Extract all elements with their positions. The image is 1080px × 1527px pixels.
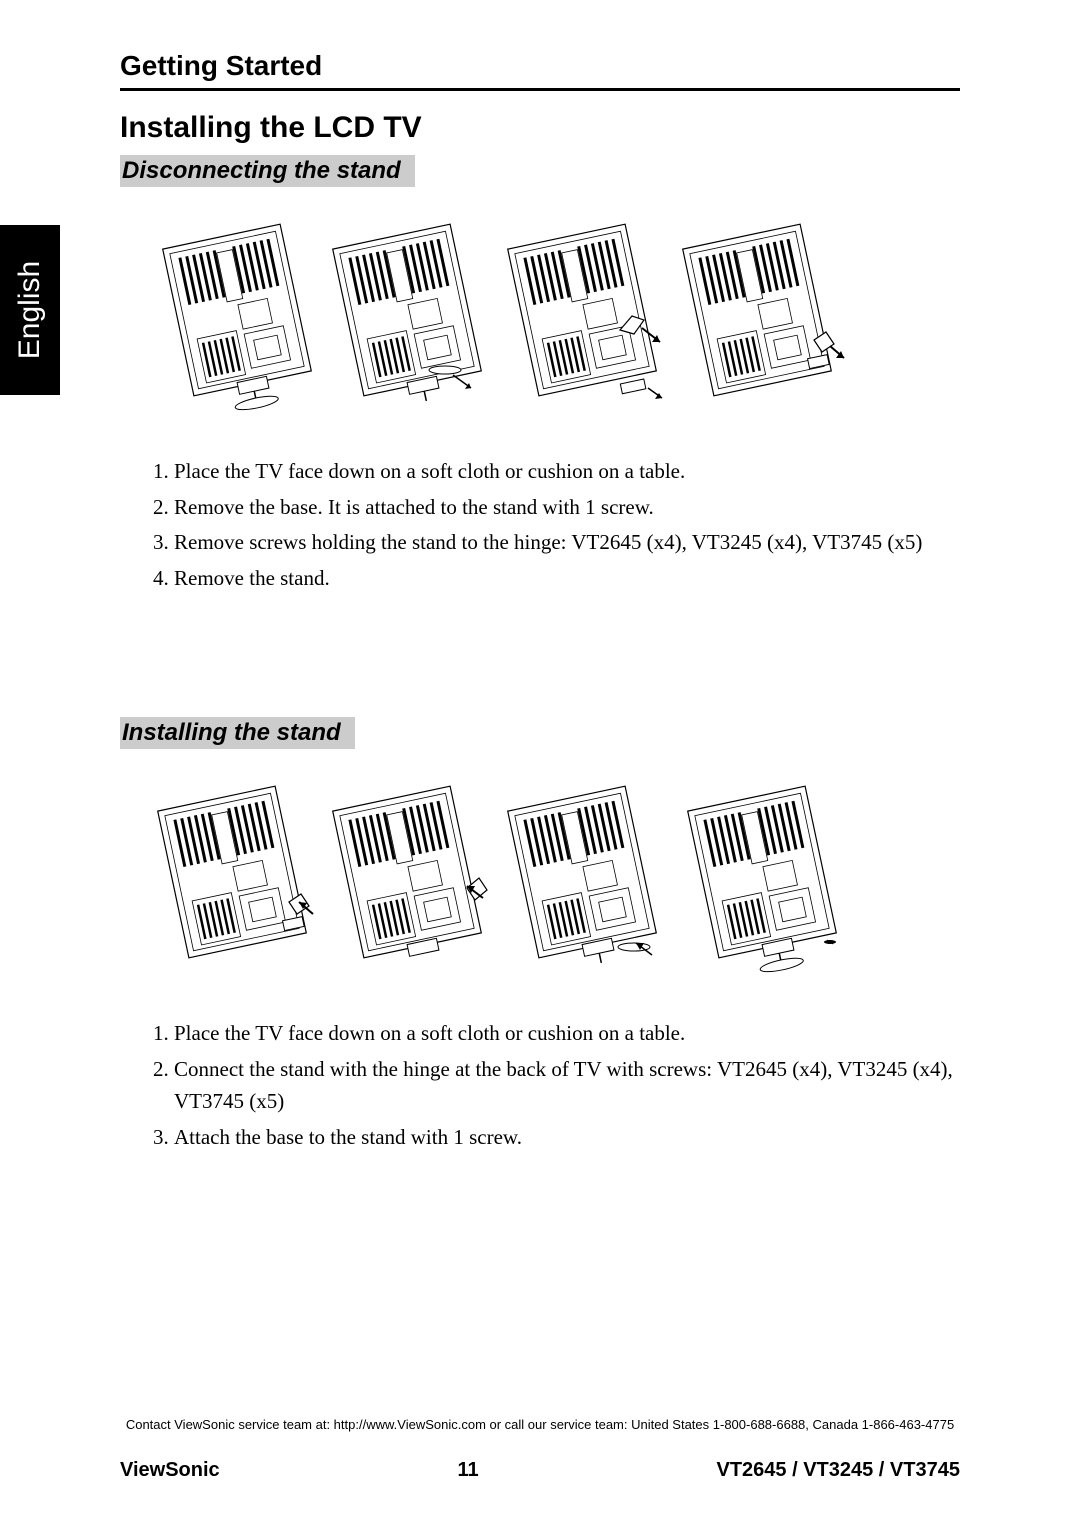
tv-back-diagram-2 (335, 215, 490, 415)
header-getting-started: Getting Started (120, 50, 960, 91)
footer: ViewSonic 11 VT2645 / VT3245 / VT3745 (120, 1459, 960, 1482)
section1-step-1: Place the TV face down on a soft cloth o… (174, 455, 960, 488)
footer-models: VT2645 / VT3245 / VT3745 (716, 1459, 960, 1482)
subheading-disconnecting: Disconnecting the stand (120, 155, 415, 187)
header-installing-title: Installing the LCD TV (120, 111, 960, 145)
section1-step-4: Remove the stand. (174, 562, 960, 595)
tv-back-diagram-6 (335, 777, 490, 977)
section1-step-2: Remove the base. It is attached to the s… (174, 491, 960, 524)
section1-steps: Place the TV face down on a soft cloth o… (148, 455, 960, 594)
subheading-installing: Installing the stand (120, 717, 355, 749)
tv-back-diagram-4 (685, 215, 840, 415)
diagram-row-2 (160, 777, 960, 977)
footer-page-number: 11 (458, 1459, 479, 1482)
tv-back-diagram-3 (510, 215, 665, 415)
section2-step-1: Place the TV face down on a soft cloth o… (174, 1017, 960, 1050)
contact-line: Contact ViewSonic service team at: http:… (0, 1417, 1080, 1432)
section1-step-3: Remove screws holding the stand to the h… (174, 526, 960, 559)
section2-step-3: Attach the base to the stand with 1 scre… (174, 1121, 960, 1154)
tv-back-diagram-5 (160, 777, 315, 977)
diagram-row-1 (160, 215, 960, 415)
tv-back-diagram-1 (160, 215, 315, 415)
tv-back-diagram-7 (510, 777, 665, 977)
section2-step-2: Connect the stand with the hinge at the … (174, 1053, 960, 1118)
footer-brand: ViewSonic (120, 1459, 220, 1482)
page-content: Getting Started Installing the LCD TV Di… (0, 0, 1080, 1527)
section2-steps: Place the TV face down on a soft cloth o… (148, 1017, 960, 1153)
tv-back-diagram-8 (685, 777, 840, 977)
